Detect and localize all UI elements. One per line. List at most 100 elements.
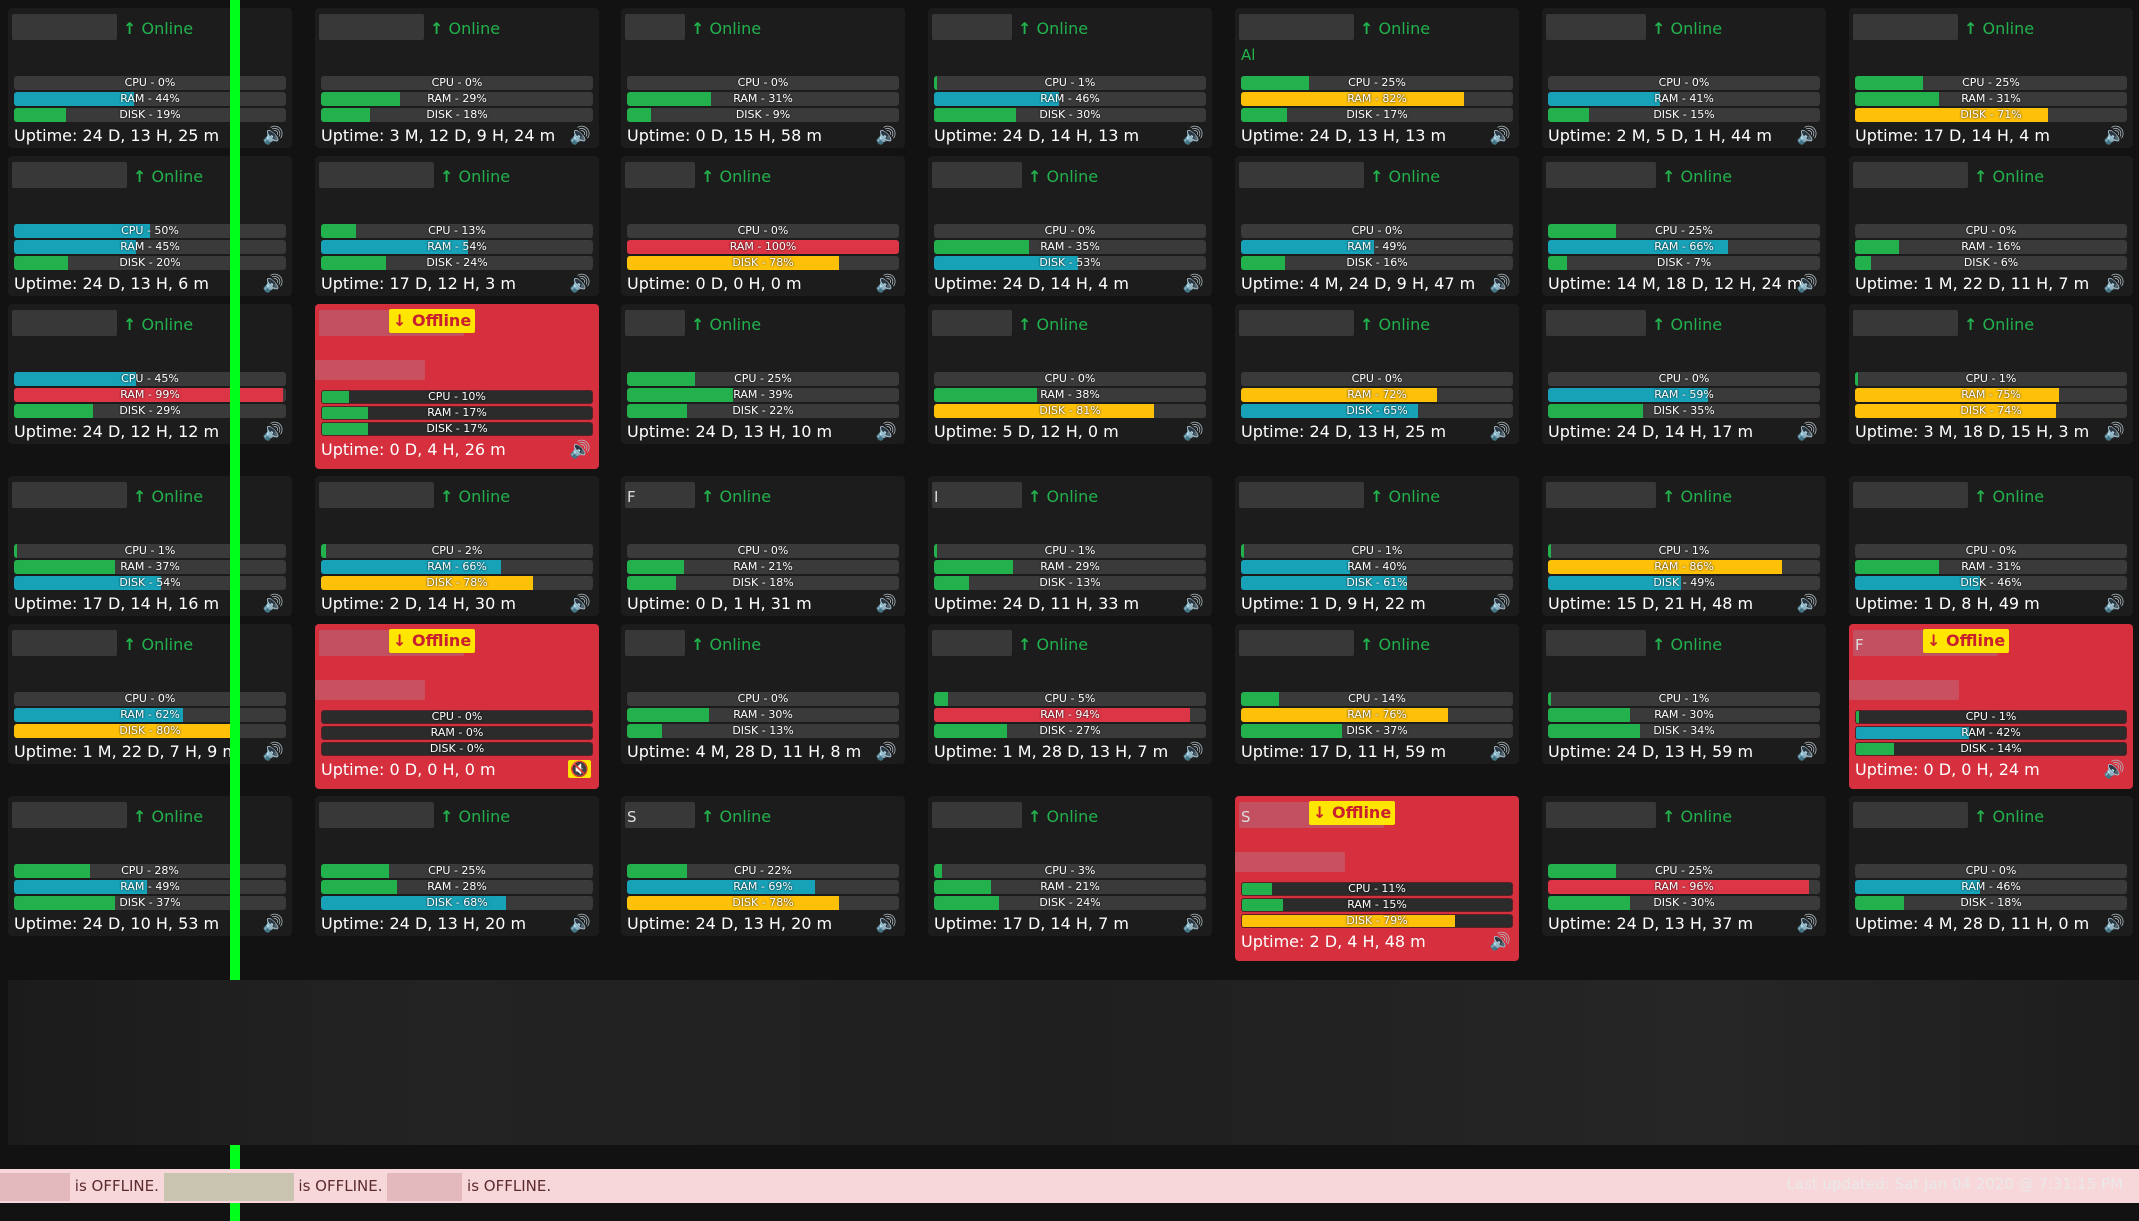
speaker-icon[interactable]: 🔊 <box>1489 594 1511 614</box>
speaker-icon[interactable]: 🔊 <box>262 914 284 934</box>
speaker-icon[interactable]: 🔊 <box>2103 914 2125 934</box>
server-card[interactable]: I ↑ Online CPU - 1% RAM - 29% DISK - 13% Upti… <box>928 476 1212 616</box>
server-card[interactable]: ↑ Online CPU - 3% RAM - 21% DISK - 24% Uptim… <box>928 796 1212 936</box>
speaker-icon[interactable]: 🔊 <box>875 914 897 934</box>
server-card[interactable]: ↑ Online CPU - 25% RAM - 31% DISK - 71% Upti… <box>1849 8 2133 148</box>
speaker-icon[interactable]: 🔊 <box>1796 594 1818 614</box>
speaker-icon[interactable]: 🔊 <box>875 274 897 294</box>
server-card[interactable]: ↓ Offline CPU - 10% RAM - 17% DISK - 17% Upt… <box>315 304 599 469</box>
server-card[interactable]: ↓ Offline CPU - 0% RAM - 0% DISK - 0% Uptime… <box>315 624 599 789</box>
speaker-icon[interactable]: 🔊 <box>1182 422 1204 442</box>
server-card[interactable]: ↑ Online CPU - 0% RAM - 29% DISK - 18% Uptim… <box>315 8 599 148</box>
online-status: ↑ Online <box>123 315 193 334</box>
speaker-icon[interactable]: 🔊 <box>1182 274 1204 294</box>
server-card[interactable]: Al ↑ Online CPU - 25% RAM - 82% DISK - 17% Up… <box>1235 8 1519 148</box>
server-card[interactable]: ↑ Online CPU - 0% RAM - 31% DISK - 9% Uptime… <box>621 8 905 148</box>
server-card[interactable]: ↑ Online CPU - 0% RAM - 100% DISK - 78% Upti… <box>621 156 905 296</box>
speaker-icon[interactable]: 🔊 <box>1796 914 1818 934</box>
speaker-icon[interactable]: 🔊 <box>1182 914 1204 934</box>
server-card[interactable]: ↑ Online CPU - 25% RAM - 96% DISK - 30% Upti… <box>1542 796 1826 936</box>
disk-bar: DISK - 68% <box>321 896 593 910</box>
speaker-icon[interactable]: 🔊 <box>1489 422 1511 442</box>
server-card[interactable]: ↑ Online CPU - 5% RAM - 94% DISK - 27% Uptim… <box>928 624 1212 764</box>
server-card[interactable]: ↑ Online CPU - 0% RAM - 59% DISK - 35% Uptim… <box>1542 304 1826 444</box>
speaker-icon[interactable]: 🔊 <box>1489 274 1511 294</box>
speaker-icon[interactable]: 🔊 <box>2103 126 2125 146</box>
server-card[interactable]: ↑ Online CPU - 0% RAM - 46% DISK - 18% Uptim… <box>1849 796 2133 936</box>
server-card[interactable]: ↑ Online CPU - 1% RAM - 86% DISK - 49% Uptim… <box>1542 476 1826 616</box>
speaker-icon[interactable]: 🔊 <box>1796 742 1818 762</box>
speaker-icon[interactable]: 🔊 <box>262 594 284 614</box>
server-card[interactable]: ↑ Online CPU - 13% RAM - 54% DISK - 24% Upti… <box>315 156 599 296</box>
arrow-up-icon: ↑ <box>1018 19 1032 38</box>
speaker-icon[interactable]: 🔊 <box>569 126 591 146</box>
server-card[interactable]: ↑ Online CPU - 0% RAM - 62% DISK - 80% Uptim… <box>8 624 292 764</box>
server-card[interactable]: ↑ Online CPU - 0% RAM - 44% DISK - 19% Uptim… <box>8 8 292 148</box>
speaker-icon[interactable]: 🔊 <box>1182 126 1204 146</box>
speaker-icon[interactable]: 🔊 <box>2103 760 2125 780</box>
server-card[interactable]: ↑ Online CPU - 0% RAM - 72% DISK - 65% Uptim… <box>1235 304 1519 444</box>
server-card[interactable]: ↑ Online CPU - 1% RAM - 75% DISK - 74% Uptim… <box>1849 304 2133 444</box>
disk-bar-fill <box>1856 743 1894 755</box>
disk-bar-fill <box>627 256 840 270</box>
speaker-icon[interactable]: 🔊 <box>1182 594 1204 614</box>
speaker-icon[interactable]: 🔊 <box>1489 742 1511 762</box>
server-card[interactable]: ↑ Online CPU - 1% RAM - 40% DISK - 61% Uptim… <box>1235 476 1519 616</box>
speaker-icon[interactable]: 🔊 <box>875 594 897 614</box>
server-card[interactable]: ↑ Online CPU - 0% RAM - 49% DISK - 16% Uptim… <box>1235 156 1519 296</box>
uptime-text: Uptime: 4 M, 28 D, 11 H, 0 m <box>1855 914 2090 933</box>
ram-bar: RAM - 62% <box>14 708 286 722</box>
ram-bar-fill <box>1241 92 1465 106</box>
speaker-icon[interactable]: 🔊 <box>569 914 591 934</box>
server-card[interactable]: ↑ Online CPU - 0% RAM - 30% DISK - 13% Uptim… <box>621 624 905 764</box>
server-card[interactable]: F ↓ Offline CPU - 1% RAM - 42% DISK - 14% Upt… <box>1849 624 2133 789</box>
server-card[interactable]: ↑ Online CPU - 25% RAM - 39% DISK - 22% Upti… <box>621 304 905 444</box>
server-card[interactable]: ↑ Online CPU - 25% RAM - 66% DISK - 7% Uptim… <box>1542 156 1826 296</box>
speaker-icon[interactable]: 🔊 <box>262 742 284 762</box>
speaker-icon[interactable]: 🔊 <box>262 422 284 442</box>
uptime-text: Uptime: 0 D, 0 H, 24 m <box>1855 760 2040 779</box>
speaker-icon[interactable]: 🔊 <box>875 742 897 762</box>
speaker-icon[interactable]: 🔊 <box>1489 932 1511 952</box>
server-card[interactable]: ↑ Online CPU - 1% RAM - 37% DISK - 54% Uptim… <box>8 476 292 616</box>
speaker-icon[interactable]: 🔊 <box>1796 126 1818 146</box>
speaker-muted-icon[interactable]: 🔇 <box>568 760 591 778</box>
speaker-icon[interactable]: 🔊 <box>875 126 897 146</box>
cpu-bar: CPU - 0% <box>1241 372 1513 386</box>
server-card[interactable]: ↑ Online CPU - 0% RAM - 41% DISK - 15% Uptim… <box>1542 8 1826 148</box>
server-card[interactable]: ↑ Online CPU - 1% RAM - 30% DISK - 34% Uptim… <box>1542 624 1826 764</box>
server-card[interactable]: ↑ Online CPU - 1% RAM - 46% DISK - 30% Uptim… <box>928 8 1212 148</box>
speaker-icon[interactable]: 🔊 <box>2103 274 2125 294</box>
server-card[interactable]: ↑ Online CPU - 0% RAM - 38% DISK - 81% Uptim… <box>928 304 1212 444</box>
server-card[interactable]: S ↓ Offline CPU - 11% RAM - 15% DISK - 79% Up… <box>1235 796 1519 961</box>
server-header: ↑ Online <box>928 624 1212 680</box>
speaker-icon[interactable]: 🔊 <box>1489 126 1511 146</box>
cpu-label: CPU - 0% <box>431 76 483 89</box>
speaker-icon[interactable]: 🔊 <box>875 422 897 442</box>
speaker-icon[interactable]: 🔊 <box>262 274 284 294</box>
speaker-icon[interactable]: 🔊 <box>569 440 591 460</box>
server-card[interactable]: ↑ Online CPU - 0% RAM - 31% DISK - 46% Uptim… <box>1849 476 2133 616</box>
server-card[interactable]: ↑ Online CPU - 50% RAM - 45% DISK - 20% Upti… <box>8 156 292 296</box>
server-card[interactable]: ↑ Online CPU - 45% RAM - 99% DISK - 29% Upti… <box>8 304 292 444</box>
speaker-icon[interactable]: 🔊 <box>2103 422 2125 442</box>
server-card[interactable]: ↑ Online CPU - 25% RAM - 28% DISK - 68% Upti… <box>315 796 599 936</box>
speaker-icon[interactable]: 🔊 <box>569 594 591 614</box>
speaker-icon[interactable]: 🔊 <box>569 274 591 294</box>
server-card[interactable]: F ↑ Online CPU - 0% RAM - 21% DISK - 18% Upti… <box>621 476 905 616</box>
disk-bar: DISK - 14% <box>1855 742 2127 756</box>
speaker-icon[interactable]: 🔊 <box>1796 274 1818 294</box>
arrow-up-icon: ↑ <box>1028 167 1042 186</box>
speaker-icon[interactable]: 🔊 <box>1796 422 1818 442</box>
disk-bar: DISK - 53% <box>934 256 1206 270</box>
server-card[interactable]: ↑ Online CPU - 14% RAM - 76% DISK - 37% Upti… <box>1235 624 1519 764</box>
speaker-icon[interactable]: 🔊 <box>1182 742 1204 762</box>
speaker-icon[interactable]: 🔊 <box>262 126 284 146</box>
server-card[interactable]: S ↑ Online CPU - 22% RAM - 69% DISK - 78% Upt… <box>621 796 905 936</box>
ram-bar-fill <box>934 92 1060 106</box>
server-card[interactable]: ↑ Online CPU - 2% RAM - 66% DISK - 78% Uptim… <box>315 476 599 616</box>
server-card[interactable]: ↑ Online CPU - 0% RAM - 35% DISK - 53% Uptim… <box>928 156 1212 296</box>
server-card[interactable]: ↑ Online CPU - 28% RAM - 49% DISK - 37% Upti… <box>8 796 292 936</box>
server-card[interactable]: ↑ Online CPU - 0% RAM - 16% DISK - 6% Uptime… <box>1849 156 2133 296</box>
speaker-icon[interactable]: 🔊 <box>2103 594 2125 614</box>
